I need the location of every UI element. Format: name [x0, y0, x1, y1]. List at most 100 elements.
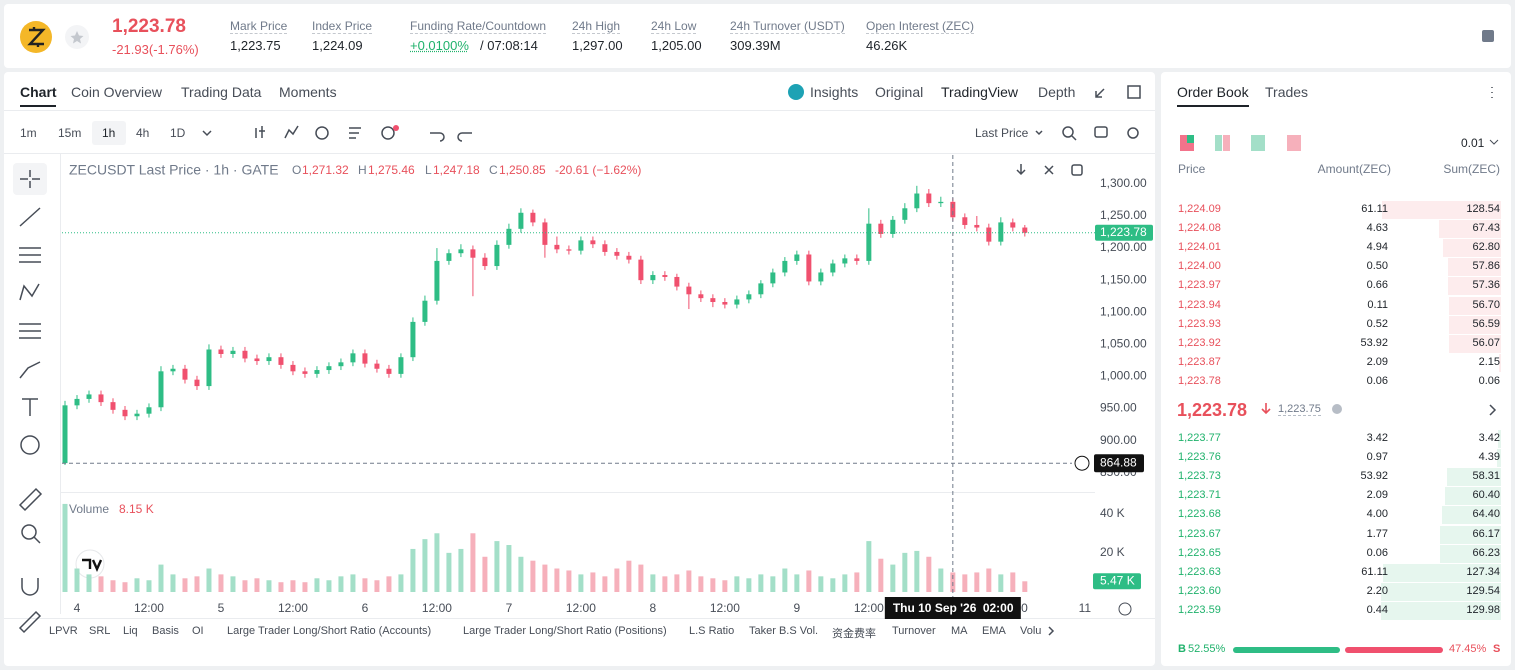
book-price[interactable]: 1,223.94	[1178, 298, 1221, 311]
book-price[interactable]: 1,223.68	[1178, 508, 1221, 521]
book-price[interactable]: 1,224.01	[1178, 241, 1221, 254]
indicator[interactable]: Large Trader Long/Short Ratio (Positions…	[463, 625, 667, 637]
book-price[interactable]: 1,223.67	[1178, 527, 1221, 540]
book-sum: 57.36	[1472, 279, 1500, 292]
interval[interactable]: 1D	[170, 126, 186, 140]
chevron[interactable]	[1489, 404, 1497, 416]
price-source[interactable]: Last Price	[975, 126, 1029, 140]
book-price[interactable]: 1,224.08	[1178, 222, 1221, 235]
candle-body	[494, 244, 500, 267]
volume-bar	[62, 503, 68, 592]
candle-body	[974, 224, 980, 228]
view-tab[interactable]: Depth	[1038, 84, 1076, 100]
view-tab[interactable]: Original	[875, 84, 924, 100]
indicator[interactable]: Basis	[152, 625, 179, 637]
depth-bar	[1439, 544, 1501, 563]
book-amount: 0.11	[1367, 298, 1388, 311]
book-price[interactable]: 1,223.60	[1178, 584, 1221, 597]
indicator[interactable]: MA	[951, 625, 968, 637]
book-price[interactable]: 1,223.76	[1178, 451, 1221, 464]
indicator[interactable]: 资金费率	[832, 628, 876, 640]
indicator[interactable]: SRL	[89, 625, 111, 637]
book-view-icon[interactable]	[1215, 135, 1222, 151]
price: 1,223.78	[112, 16, 186, 37]
candle-body	[782, 260, 788, 273]
volume-bar	[686, 570, 692, 592]
candle-body	[470, 249, 476, 258]
legend-change: -20.61 (−1.62%)	[555, 163, 641, 177]
book-price[interactable]: 1,224.09	[1178, 203, 1221, 215]
book-price[interactable]: 1,223.73	[1178, 470, 1221, 483]
book-view-icon[interactable]	[1251, 135, 1265, 151]
volume-bar	[938, 568, 944, 592]
settings-icon[interactable]	[1118, 602, 1132, 616]
candle-body	[326, 366, 332, 371]
book-price[interactable]: 1,223.87	[1178, 355, 1221, 368]
book-tab[interactable]: Order Book	[1177, 84, 1249, 100]
volume-bar	[746, 578, 752, 592]
indicator[interactable]: LPVR	[49, 625, 78, 637]
book-price[interactable]: 1,223.71	[1178, 489, 1221, 502]
tab[interactable]: Moments	[279, 84, 337, 100]
depth-bar	[1382, 201, 1501, 219]
indicator[interactable]: Volu	[1020, 625, 1042, 637]
indicator[interactable]: L.S Ratio	[689, 625, 735, 637]
candle-body	[962, 217, 968, 225]
left-tools[interactable]	[18, 170, 43, 634]
add-alert[interactable]	[1074, 455, 1090, 471]
volume-bar	[638, 564, 644, 592]
volume-bar	[158, 564, 164, 592]
interval[interactable]: 4h	[136, 126, 150, 140]
book-price[interactable]: 1,223.93	[1178, 317, 1221, 330]
view-tab[interactable]: Insights	[810, 84, 859, 100]
book-price[interactable]: 1,223.63	[1178, 565, 1221, 578]
book-price[interactable]: 1,223.77	[1178, 432, 1221, 444]
tab[interactable]: Coin Overview	[71, 84, 163, 100]
info-icon	[1332, 404, 1342, 414]
stat-value: 1,297.00	[572, 38, 623, 53]
book-price[interactable]: 1,223.92	[1178, 336, 1221, 349]
book-price[interactable]: 1,223.78	[1178, 374, 1221, 387]
candle-body	[722, 301, 728, 305]
tab[interactable]: Trading Data	[181, 84, 262, 100]
volume-bar	[806, 570, 812, 592]
tab[interactable]: Chart	[20, 84, 57, 100]
candle-body	[674, 276, 680, 287]
book-price[interactable]: 1,224.00	[1178, 260, 1221, 273]
depth-bar	[1448, 277, 1501, 296]
candle-body	[890, 219, 896, 234]
book-view-icon[interactable]	[1287, 135, 1301, 151]
interval[interactable]: 15m	[58, 126, 82, 140]
indicator[interactable]: Turnover	[892, 625, 936, 637]
precision[interactable]: 0.01	[1461, 136, 1485, 150]
candle-body	[794, 254, 800, 261]
interval[interactable]: 1m	[20, 126, 37, 140]
chart-toolbar-icons[interactable]	[202, 85, 1493, 636]
book-price[interactable]: 1,223.65	[1178, 546, 1221, 559]
x-tick-label: 12:00	[854, 601, 884, 615]
book-price[interactable]: 1,223.97	[1178, 279, 1221, 292]
depth-bar	[1443, 239, 1501, 258]
sell-label: S	[1493, 643, 1501, 655]
badge	[393, 125, 399, 131]
volume-bar	[866, 541, 872, 592]
candle-body	[686, 286, 692, 295]
indicator[interactable]: EMA	[982, 625, 1006, 637]
view-tab[interactable]: TradingView	[941, 84, 1019, 100]
volume-bar	[710, 578, 716, 592]
volume-bar	[446, 552, 452, 592]
indicator[interactable]: Taker B.S Vol.	[749, 625, 819, 637]
x-tick-label: 9	[794, 601, 801, 615]
indicator[interactable]: Large Trader Long/Short Ratio (Accounts)	[227, 625, 432, 637]
book-sum: 56.07	[1472, 336, 1500, 349]
interval[interactable]: 1h	[102, 126, 116, 140]
indicator[interactable]: OI	[192, 625, 204, 637]
volume-bar	[86, 574, 92, 592]
candle-body	[914, 193, 920, 209]
candle-body	[230, 350, 236, 354]
buy-ratio: 52.55%	[1188, 643, 1226, 655]
indicator[interactable]: Liq	[123, 625, 138, 637]
menu-icon[interactable]	[1482, 30, 1494, 42]
book-tab[interactable]: Trades	[1265, 84, 1309, 100]
book-price[interactable]: 1,223.59	[1178, 603, 1221, 616]
